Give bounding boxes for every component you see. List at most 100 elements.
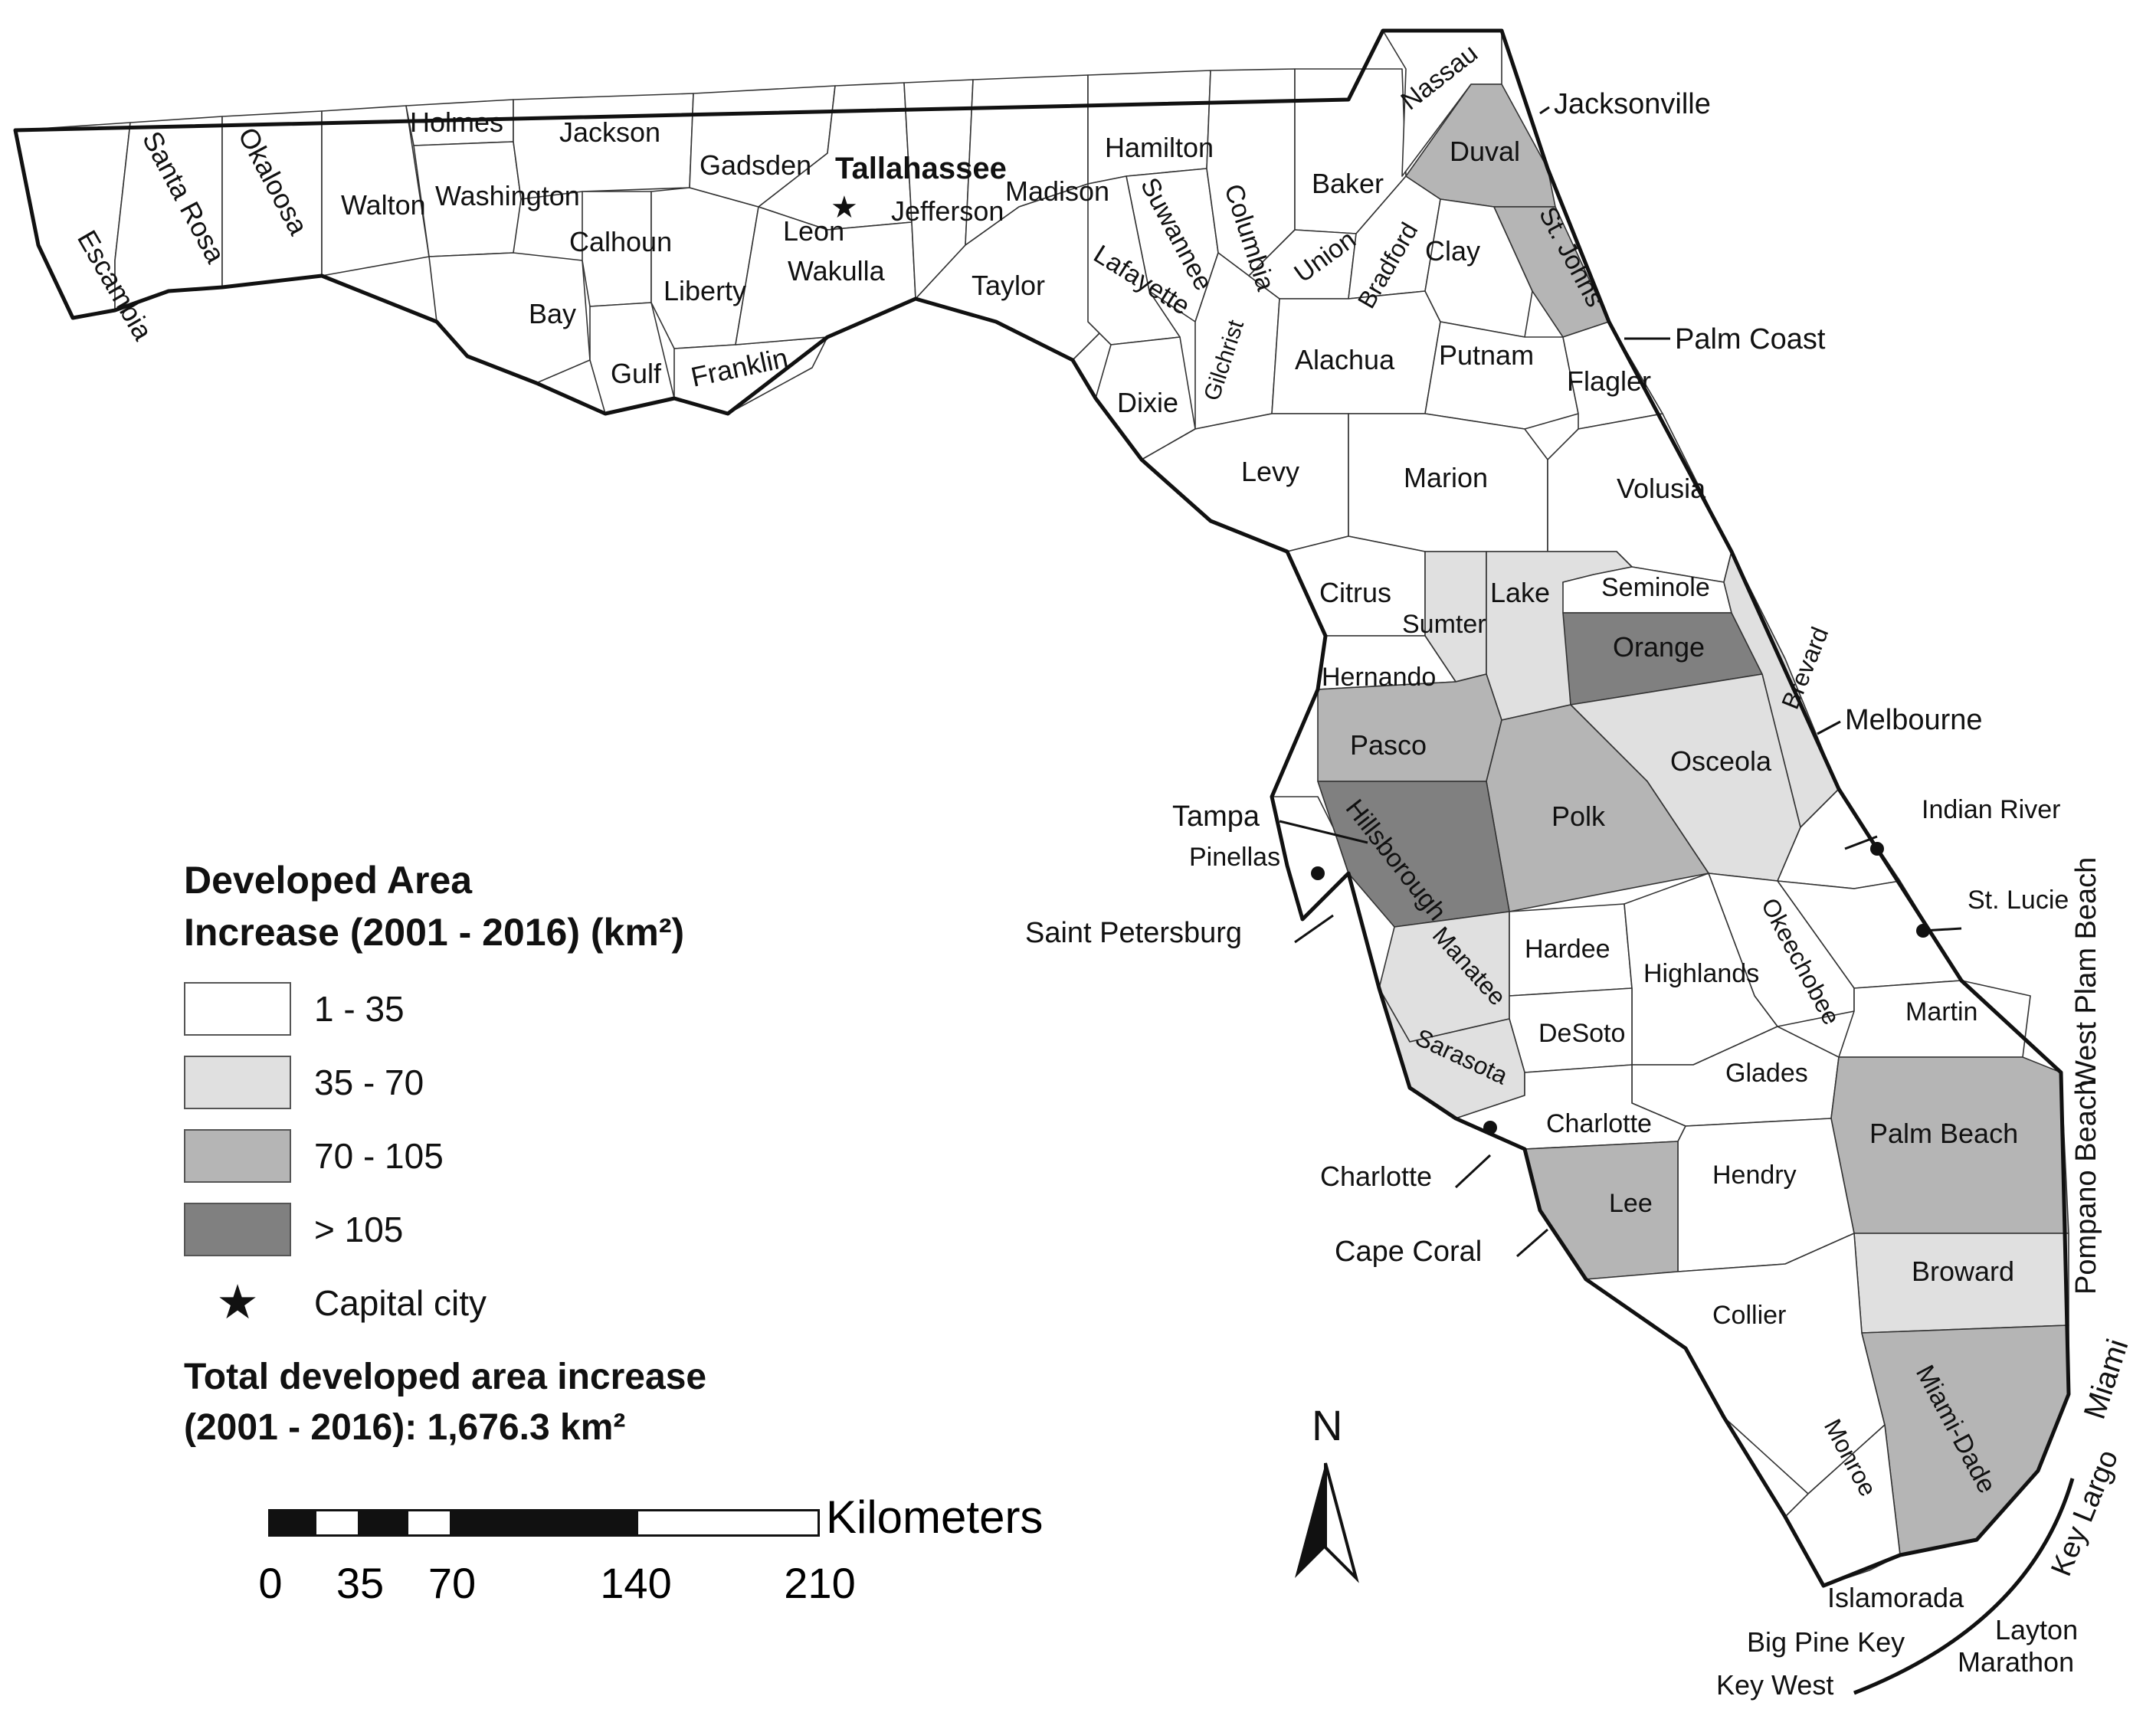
county-label: Osceola bbox=[1670, 745, 1772, 777]
legend-class-1: 1 - 35 bbox=[184, 972, 873, 1046]
city-label: Palm Coast bbox=[1675, 323, 1826, 355]
city-label: Charlotte bbox=[1320, 1161, 1432, 1192]
county-label: Martin bbox=[1905, 997, 1977, 1026]
scale-tick: 35 bbox=[336, 1559, 385, 1607]
legend-class-4: > 105 bbox=[184, 1193, 873, 1266]
city-label: Marathon bbox=[1958, 1646, 2074, 1678]
scale-segment bbox=[636, 1509, 820, 1537]
county-label: Madison bbox=[1005, 175, 1109, 207]
county-label: Bay bbox=[529, 298, 576, 329]
legend-swatch bbox=[184, 982, 291, 1036]
county-label: Clay bbox=[1425, 235, 1480, 267]
legend-swatch bbox=[184, 1129, 291, 1183]
capital-star-icon: ★ bbox=[831, 191, 858, 224]
county-label: Duval bbox=[1450, 136, 1520, 167]
county-label: Baker bbox=[1312, 168, 1384, 199]
county-label: Citrus bbox=[1319, 577, 1391, 608]
county-label: Dixie bbox=[1117, 387, 1178, 418]
county-label: Gadsden bbox=[700, 149, 811, 181]
star-icon: ★ bbox=[216, 1276, 259, 1329]
county-label: Hardee bbox=[1525, 935, 1610, 964]
scale-segment bbox=[406, 1509, 452, 1537]
county-label: Hendry bbox=[1712, 1161, 1797, 1190]
city-label: Islamorada bbox=[1827, 1582, 1964, 1613]
legend-swatch bbox=[184, 1056, 291, 1109]
north-arrow-icon: N bbox=[1295, 1401, 1359, 1583]
county-label: Leon bbox=[783, 215, 844, 247]
legend-class-label: 1 - 35 bbox=[314, 989, 405, 1029]
scale-tick: 210 bbox=[784, 1559, 856, 1607]
county-label: Jefferson bbox=[891, 195, 1004, 227]
county-label: Lake bbox=[1490, 577, 1550, 608]
city-label: Miami bbox=[2078, 1335, 2135, 1423]
county-label: Calhoun bbox=[569, 226, 672, 257]
city-label: Key Largo bbox=[2045, 1446, 2125, 1580]
county-label: Charlotte bbox=[1546, 1109, 1652, 1138]
county-label: Pasco bbox=[1350, 729, 1427, 761]
legend-capital-label: Capital city bbox=[314, 1283, 487, 1323]
scale-segment bbox=[314, 1509, 360, 1537]
city-label: Tampa bbox=[1172, 801, 1260, 833]
florida-coastline bbox=[13, 28, 2071, 1588]
county-label: Holmes bbox=[410, 106, 503, 138]
county-label: Washington bbox=[435, 180, 580, 211]
legend-class-label: 35 - 70 bbox=[314, 1063, 424, 1102]
city-label: Pompano Beach bbox=[2070, 1079, 2102, 1295]
map-legend: Developed Area Increase (2001 - 2016) (k… bbox=[184, 854, 873, 1453]
city-leaders bbox=[1279, 106, 1962, 1258]
county-lee bbox=[1524, 1141, 1679, 1280]
county-label: Liberty bbox=[664, 275, 746, 306]
county-label: Walton bbox=[341, 189, 426, 221]
florida-keys bbox=[1853, 1478, 2075, 1695]
city-label: Big Pine Key bbox=[1747, 1626, 1905, 1658]
legend-title-line1: Developed Area bbox=[184, 859, 473, 902]
city-label: Key West bbox=[1716, 1669, 1833, 1701]
county-washington bbox=[413, 141, 522, 257]
legend-class-label: 70 - 105 bbox=[314, 1136, 444, 1176]
county-label: Glades bbox=[1725, 1059, 1808, 1088]
city-label: Saint Petersburg bbox=[1025, 917, 1242, 949]
county-label: Broward bbox=[1912, 1256, 2014, 1287]
legend-swatch bbox=[184, 1203, 291, 1256]
county-label: Orange bbox=[1613, 631, 1705, 663]
county-label: Palm Beach bbox=[1869, 1118, 2018, 1149]
county-label: Taylor bbox=[972, 270, 1045, 301]
county-label: Highlands bbox=[1643, 959, 1759, 988]
legend-class-label: > 105 bbox=[314, 1210, 404, 1249]
legend-title-line2: Increase (2001 - 2016) (km²) bbox=[184, 911, 685, 954]
scale-tick: 140 bbox=[600, 1559, 672, 1607]
city-label: Layton bbox=[1995, 1614, 2078, 1645]
scale-unit: Kilometers bbox=[826, 1491, 1044, 1543]
county-putnam bbox=[1424, 321, 1579, 430]
county-label: Sumter bbox=[1402, 610, 1486, 639]
key-west-leader bbox=[1853, 1688, 1863, 1694]
county-label: Indian River bbox=[1922, 795, 2060, 824]
city-label: Jacksonville bbox=[1554, 88, 1711, 120]
county-label: Lee bbox=[1609, 1189, 1653, 1218]
county-label: Volusia bbox=[1617, 473, 1706, 504]
county-label: Gulf bbox=[611, 358, 662, 389]
county-label: Marion bbox=[1404, 462, 1488, 493]
scale-tick: 0 bbox=[258, 1559, 283, 1607]
county-label: Flagler bbox=[1567, 365, 1651, 397]
county-label: DeSoto bbox=[1538, 1019, 1625, 1048]
county-label: Alachua bbox=[1295, 344, 1395, 375]
county-label: Hamilton bbox=[1105, 132, 1214, 163]
county-label: St. Lucie bbox=[1968, 886, 2069, 915]
scale-bar: 0 35 70 140 210 Kilometers bbox=[258, 1491, 1126, 1632]
county-label: Levy bbox=[1241, 456, 1299, 487]
county-label: Seminole bbox=[1601, 573, 1710, 602]
county-label: Putnam bbox=[1439, 339, 1534, 371]
legend-capital: ★ Capital city bbox=[184, 1266, 873, 1340]
county-label: Wakulla bbox=[788, 255, 886, 286]
county-label: Pinellas bbox=[1189, 843, 1280, 872]
city-label: Melbourne bbox=[1845, 704, 1983, 736]
city-label: West Plam Beach bbox=[2070, 857, 2102, 1088]
total-increase-line2: (2001 - 2016): 1,676.3 km² bbox=[184, 1407, 626, 1448]
total-increase-line1: Total developed area increase bbox=[184, 1357, 707, 1397]
scale-segment bbox=[268, 1509, 314, 1537]
county-label: Collier bbox=[1712, 1301, 1786, 1330]
county-label: Hernando bbox=[1322, 663, 1436, 692]
county-label: Polk bbox=[1551, 801, 1606, 832]
